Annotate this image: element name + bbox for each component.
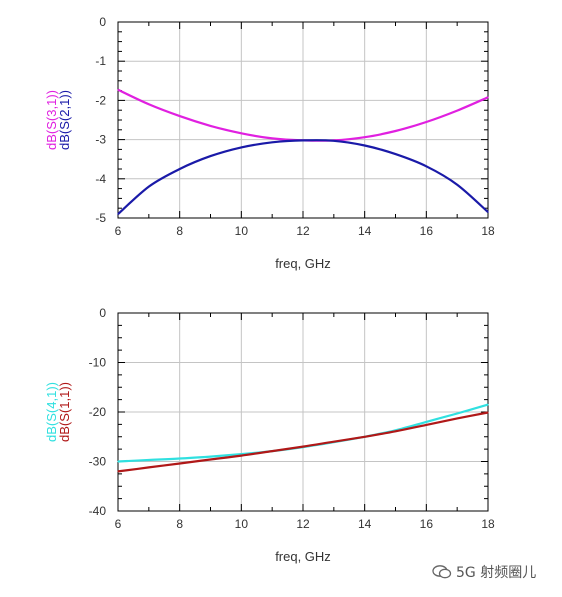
x-tick-label: 16: [420, 517, 434, 531]
data-point: [179, 115, 181, 117]
x-tick-label: 16: [420, 224, 434, 238]
chart-2: 6 8 10 12 14 16 18 0 -10 -20 -30 -40 freq, GHz dB(S(4…: [44, 306, 495, 564]
y-tick-label: -40: [89, 504, 107, 518]
data-point: [456, 109, 458, 112]
y-tick-label: -2: [95, 93, 106, 107]
data-point: [148, 466, 150, 469]
data-point: [487, 411, 489, 414]
y-tick-label: -5: [95, 211, 106, 225]
watermark: 5G 射频圈儿: [432, 563, 536, 581]
data-point: [487, 96, 489, 98]
data-point: [209, 455, 212, 458]
data-point: [425, 121, 427, 123]
x-tick-label: 8: [176, 224, 183, 238]
data-point: [394, 153, 397, 155]
data-point: [240, 453, 242, 455]
data-point: [240, 132, 242, 134]
x-tick-label: 8: [176, 517, 183, 531]
data-point: [425, 165, 427, 167]
watermark-text: 5G 射频圈儿: [456, 565, 537, 581]
x-tick-label: 10: [235, 224, 249, 238]
data-point: [179, 168, 181, 170]
data-point: [302, 446, 304, 448]
data-point: [333, 140, 335, 142]
data-point: [117, 460, 119, 463]
y-tick-label: -10: [89, 356, 107, 370]
data-point: [425, 421, 427, 423]
data-point: [148, 459, 150, 461]
data-point: [271, 137, 273, 140]
x-axis-label: freq, GHz: [275, 549, 331, 564]
x-tick-label: 12: [296, 224, 310, 238]
data-point: [456, 417, 458, 420]
data-point: [209, 155, 212, 157]
y-tick-label: 0: [99, 15, 106, 29]
data-point: [302, 139, 304, 141]
data-point: [240, 454, 242, 457]
data-point: [179, 457, 181, 460]
y-axis-label: dB(S(2,1)): [57, 90, 72, 150]
data-point: [148, 103, 150, 105]
x-tick-label: 12: [296, 517, 310, 531]
data-point: [148, 186, 150, 188]
y-tick-label: -20: [89, 405, 107, 419]
data-point: [179, 462, 181, 465]
y-tick-label: -3: [95, 133, 106, 147]
data-point: [425, 424, 427, 426]
data-point: [394, 130, 397, 132]
y-tick-label: -1: [95, 54, 106, 68]
y-axis-label: dB(S(1,1)): [57, 382, 72, 442]
x-tick-label: 6: [115, 517, 122, 531]
chart-1: 6 8 10 12 14 16 18 0 -1 -2 -3 -4 -5 freq, GHz dB(S(3,1…: [44, 15, 495, 271]
wechat-icon: [432, 565, 452, 579]
x-tick-label: 18: [481, 224, 495, 238]
data-point: [117, 470, 119, 472]
y-axis-label: dB(S(4,1)): [44, 382, 59, 442]
data-point: [271, 450, 273, 452]
data-point: [333, 441, 335, 443]
data-point: [209, 125, 212, 127]
data-point: [209, 458, 212, 461]
data-point: [364, 136, 366, 138]
x-tick-label: 6: [115, 224, 122, 238]
data-point: [117, 89, 119, 91]
data-point: [487, 403, 489, 406]
y-tick-label: -30: [89, 455, 107, 469]
y-tick-label: 0: [99, 306, 106, 320]
data-point: [364, 144, 366, 147]
x-tick-label: 14: [358, 224, 372, 238]
data-point: [456, 412, 458, 415]
x-tick-label: 14: [358, 517, 372, 531]
data-point: [487, 211, 489, 213]
data-point: [394, 430, 397, 432]
data-point: [117, 213, 119, 215]
y-axis-label: dB(S(3,1)): [44, 90, 59, 150]
x-axis-label: freq, GHz: [275, 256, 331, 271]
data-point: [240, 146, 242, 149]
y-tick-label: -4: [95, 172, 106, 186]
data-point: [456, 184, 458, 186]
data-point: [364, 436, 366, 438]
x-tick-label: 10: [235, 517, 249, 531]
x-tick-label: 18: [481, 517, 495, 531]
data-point: [271, 141, 273, 143]
